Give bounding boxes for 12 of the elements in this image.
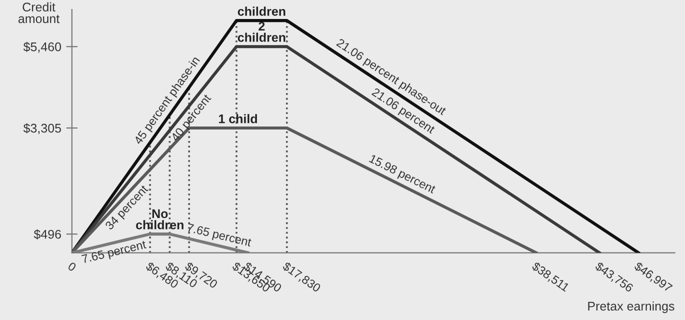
annotation: 7.65 percent	[186, 223, 252, 249]
y-tick-label: $496	[34, 229, 61, 240]
x-tick-label: 0	[67, 262, 77, 272]
series-label: No children	[136, 209, 184, 230]
y-tick-label: $5,460	[23, 42, 62, 53]
series-label: 2 children	[238, 22, 286, 42]
series-label: 1 child	[218, 114, 257, 124]
y-axis-title: Credit amount	[18, 2, 60, 24]
x-axis-title: Pretax earnings	[588, 301, 674, 314]
series-label: children	[238, 6, 286, 16]
annotation: 7.65 percent	[81, 240, 148, 266]
y-tick-label: $3,305	[23, 123, 61, 134]
